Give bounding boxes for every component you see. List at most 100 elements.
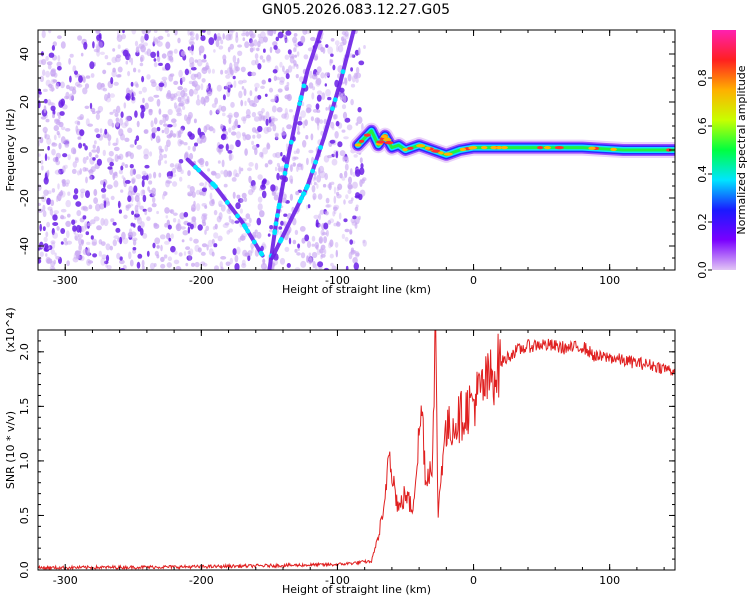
noise-dot <box>41 165 44 171</box>
noise-dot <box>184 98 190 105</box>
noise-dot <box>323 248 327 255</box>
noise-dot <box>144 33 149 41</box>
noise-dot <box>77 233 84 238</box>
noise-dot <box>113 146 120 152</box>
noise-dot <box>87 123 93 127</box>
noise-dot <box>87 222 92 227</box>
noise-dot <box>292 239 297 245</box>
noise-dot <box>96 49 101 57</box>
noise-dot <box>362 239 367 247</box>
noise-dot <box>101 254 107 260</box>
noise-dot <box>46 197 51 205</box>
noise-dot <box>348 199 353 204</box>
noise-dot <box>73 188 79 195</box>
noise-dot <box>166 90 172 98</box>
noise-dot <box>197 224 203 231</box>
noise-dot <box>177 96 182 103</box>
noise-dot <box>254 58 259 66</box>
noise-dot <box>165 180 172 184</box>
noise-dot <box>248 175 252 184</box>
noise-dot <box>324 172 329 181</box>
noise-dot <box>95 30 101 34</box>
noise-dot <box>223 183 228 188</box>
noise-dot <box>333 195 337 204</box>
noise-dot <box>234 118 239 127</box>
y-tick-label: 40 <box>18 47 31 61</box>
noise-dot <box>176 112 182 117</box>
noise-dot <box>197 127 202 136</box>
y-axis-label: SNR (10 * v/v) <box>4 411 17 489</box>
noise-dot <box>235 173 240 178</box>
noise-dot <box>295 191 300 196</box>
noise-dot <box>293 47 296 53</box>
noise-dot <box>228 228 233 233</box>
noise-dot <box>100 241 106 247</box>
noise-dot <box>75 201 82 207</box>
noise-dot <box>100 257 106 266</box>
noise-dot <box>320 254 323 260</box>
signal-track-peak <box>402 148 408 152</box>
noise-dot <box>151 127 158 134</box>
noise-dot <box>255 47 260 52</box>
noise-dot <box>158 172 162 178</box>
noise-dot <box>77 121 81 126</box>
noise-dot <box>79 255 85 262</box>
noise-dot <box>271 105 277 113</box>
noise-dot <box>136 144 142 150</box>
noise-dot <box>200 35 206 42</box>
noise-dot <box>206 84 209 91</box>
arc-2-hotspot <box>318 145 323 150</box>
noise-dot <box>244 100 247 106</box>
noise-dot <box>190 36 195 41</box>
noise-dot <box>342 95 347 103</box>
noise-dot <box>82 205 88 211</box>
noise-dot <box>280 152 283 157</box>
noise-dot <box>195 33 199 41</box>
noise-dot <box>228 127 232 133</box>
noise-dot <box>160 256 165 262</box>
noise-dot <box>267 233 271 237</box>
noise-dot <box>233 61 239 68</box>
noise-dot <box>52 157 59 163</box>
noise-dot <box>342 156 346 162</box>
noise-dot <box>294 229 299 235</box>
noise-dot <box>222 33 225 40</box>
noise-dot <box>280 132 287 136</box>
noise-dot <box>86 258 91 266</box>
noise-dot <box>114 171 118 176</box>
noise-dot <box>286 93 292 102</box>
noise-dot <box>296 51 300 57</box>
noise-dot <box>71 168 77 174</box>
noise-dot <box>355 192 360 198</box>
noise-dot <box>135 192 141 197</box>
noise-dot <box>237 44 243 48</box>
noise-dot <box>52 222 59 226</box>
noise-dot <box>306 107 312 113</box>
noise-dot <box>286 124 292 130</box>
noise-dot <box>128 251 132 260</box>
noise-dot <box>288 53 295 59</box>
noise-dot <box>229 144 234 151</box>
noise-dot <box>178 159 184 164</box>
noise-dot <box>216 108 221 114</box>
noise-dot <box>111 122 115 128</box>
noise-dot <box>311 235 316 242</box>
noise-dot <box>43 236 48 243</box>
x-tick-label: -100 <box>325 274 350 287</box>
noise-dot <box>220 266 224 270</box>
noise-dot <box>257 110 264 116</box>
noise-dot <box>203 125 208 133</box>
noise-dot <box>235 35 239 43</box>
noise-dot <box>72 256 79 263</box>
noise-dot <box>290 178 293 185</box>
noise-dot <box>140 104 145 109</box>
noise-dot <box>341 129 346 133</box>
noise-dot <box>266 143 271 150</box>
noise-dot <box>168 74 174 82</box>
noise-dot <box>85 190 90 199</box>
noise-dot <box>146 250 150 257</box>
noise-dot <box>247 71 253 77</box>
noise-dot <box>220 39 224 45</box>
noise-dot <box>222 58 227 65</box>
noise-dot <box>235 139 241 148</box>
